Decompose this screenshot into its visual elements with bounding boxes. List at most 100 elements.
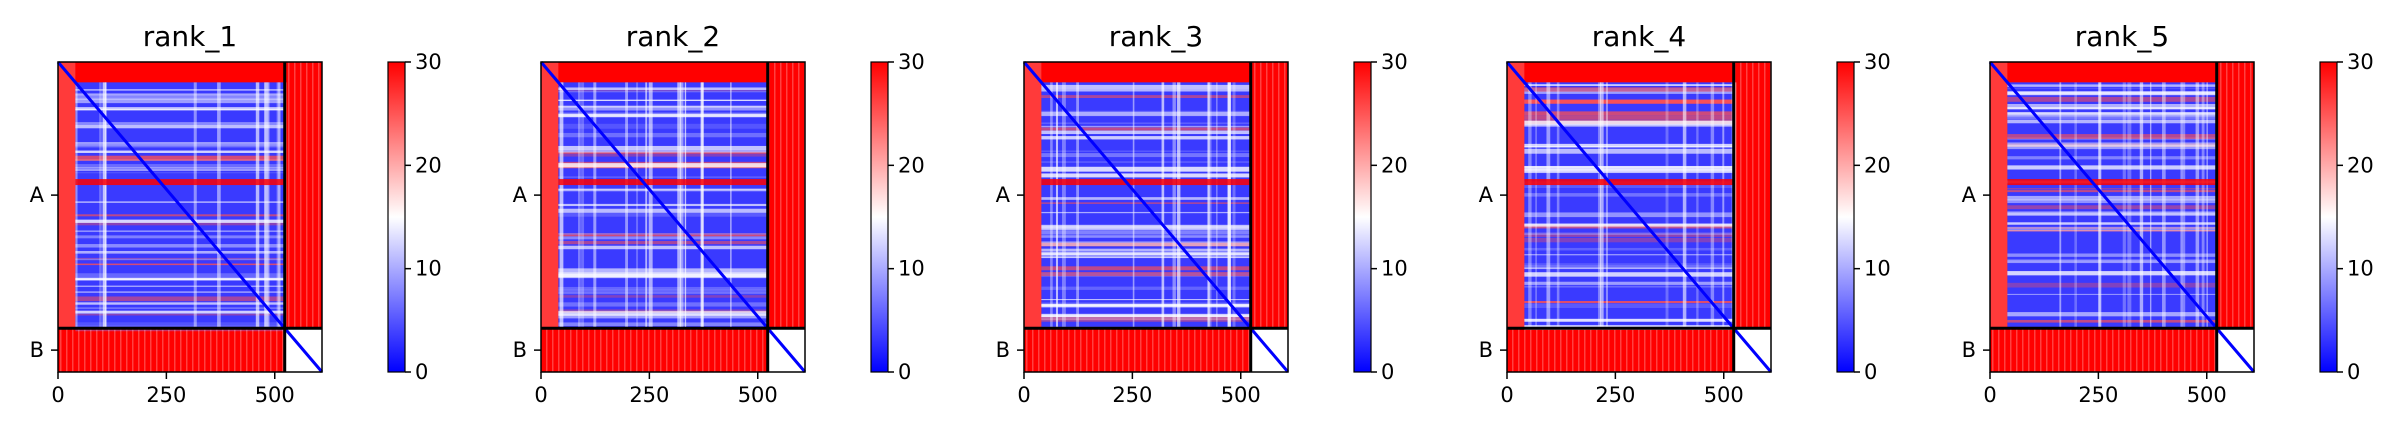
heatmap-streak xyxy=(1665,82,1669,329)
heatmap-band xyxy=(558,163,768,168)
heatmap-band xyxy=(1524,91,1734,94)
heatmap-streak xyxy=(1161,82,1165,329)
heatmap-streak xyxy=(1556,82,1560,329)
colorbar xyxy=(2319,61,2338,373)
heatmap-streak xyxy=(677,82,682,329)
heatmap-band xyxy=(2007,119,2217,124)
inter-chain-ab xyxy=(1733,62,1771,329)
heatmap-band xyxy=(75,214,285,217)
heatmap-band xyxy=(558,152,768,154)
heatmap-band xyxy=(75,250,285,254)
colorbar-tick-label: 0 xyxy=(1864,360,1877,384)
heatmap-streak xyxy=(2149,82,2152,329)
heatmap-band xyxy=(75,219,285,223)
heatmap-band xyxy=(558,105,768,111)
heatmap-streak xyxy=(75,82,78,329)
heatmap-streak xyxy=(581,82,585,329)
heatmap-band xyxy=(1524,267,1734,270)
heatmap-streak xyxy=(2122,82,2126,329)
heatmap-streak xyxy=(1207,82,1210,329)
heatmap-band xyxy=(558,322,768,327)
heatmap-band xyxy=(558,132,768,138)
heatmap-streak xyxy=(730,82,732,329)
heatmap-band xyxy=(75,285,285,287)
heatmap-streak xyxy=(2059,82,2062,329)
colorbar-tick-label: 30 xyxy=(1864,50,1891,74)
heatmap-band xyxy=(558,286,768,291)
heatmap-edge xyxy=(58,62,76,329)
heatmap-band xyxy=(75,89,285,91)
heatmap-band xyxy=(558,151,768,157)
diagonal-a xyxy=(1022,61,1252,330)
diagonal-b xyxy=(283,327,324,373)
heatmap-streak xyxy=(1528,82,1532,329)
heatmap-band xyxy=(558,99,768,102)
heatmap-band xyxy=(2007,227,2217,229)
heatmap-streak xyxy=(265,82,267,329)
chain-label: B xyxy=(1479,338,1493,362)
heatmap-band xyxy=(558,145,768,150)
x-tick-label: 250 xyxy=(1595,383,1635,407)
chain-label: B xyxy=(996,338,1010,362)
panel-title: rank_3 xyxy=(1109,20,1203,53)
x-tick-label: 0 xyxy=(1500,383,1513,407)
heatmap-band xyxy=(75,201,285,203)
heatmap-band xyxy=(2007,211,2217,213)
colorbar-tick-label: 20 xyxy=(1864,153,1891,177)
heatmap-band xyxy=(2007,143,2217,147)
heatmap-band xyxy=(75,291,285,293)
heatmap-band xyxy=(2007,91,2217,95)
heatmap-band xyxy=(75,107,285,111)
heatmap-band xyxy=(2007,260,2217,263)
plot-frame xyxy=(1989,61,2255,373)
colorbar-tick-label: 0 xyxy=(898,360,911,384)
heatmap-band xyxy=(75,169,285,171)
heatmap-band xyxy=(2007,142,2217,147)
x-tick-label: 500 xyxy=(1221,383,1261,407)
heatmap-band xyxy=(75,142,285,147)
x-tick-label: 0 xyxy=(1983,383,1996,407)
heatmap-streak xyxy=(99,82,102,329)
heatmap-band xyxy=(1524,179,1734,186)
heatmap-streak xyxy=(577,82,581,329)
heatmap-streak xyxy=(1682,82,1687,329)
inter-chain-ab xyxy=(767,62,805,329)
heatmap-band xyxy=(1041,122,1251,125)
heatmap-band xyxy=(1041,252,1251,256)
diagonal-b xyxy=(1732,327,1773,373)
heatmap-band xyxy=(1041,248,1251,252)
heatmap-band xyxy=(1524,165,1734,169)
heatmap-band xyxy=(1524,223,1734,226)
heatmap-band xyxy=(558,302,768,307)
heatmap-band xyxy=(1524,87,1734,92)
heatmap-streak xyxy=(102,82,107,329)
heatmap-band xyxy=(2007,144,2217,150)
heatmap-band xyxy=(2007,134,2217,139)
heatmap-band xyxy=(75,235,285,239)
inter-chain-ab xyxy=(284,62,322,329)
heatmap-band xyxy=(558,295,768,298)
heatmap-band xyxy=(558,90,768,93)
heatmap-streak xyxy=(276,82,281,329)
chain-label: A xyxy=(30,183,45,207)
heatmap-band xyxy=(558,313,768,319)
heatmap-streak xyxy=(1050,82,1053,329)
x-tick-label: 250 xyxy=(2078,383,2118,407)
heatmap-band xyxy=(1041,95,1251,99)
heatmap-band xyxy=(1041,241,1251,247)
heatmap-band xyxy=(75,322,285,326)
heatmap-streak xyxy=(684,82,687,329)
heatmap-streak xyxy=(2098,82,2101,329)
panel-title: rank_5 xyxy=(2075,20,2169,53)
heatmap-band xyxy=(1041,161,1251,163)
diagonal-a xyxy=(56,61,286,330)
heatmap-band xyxy=(1041,315,1251,317)
x-tick-label: 500 xyxy=(738,383,778,407)
heatmap-streak xyxy=(1076,82,1079,329)
heatmap-band xyxy=(75,258,285,261)
heatmap-band xyxy=(1524,301,1734,304)
heatmap-band xyxy=(1524,124,1734,127)
heatmap-band xyxy=(1041,126,1251,129)
heatmap-band xyxy=(2007,188,2217,190)
heatmap-band xyxy=(1524,224,1734,229)
